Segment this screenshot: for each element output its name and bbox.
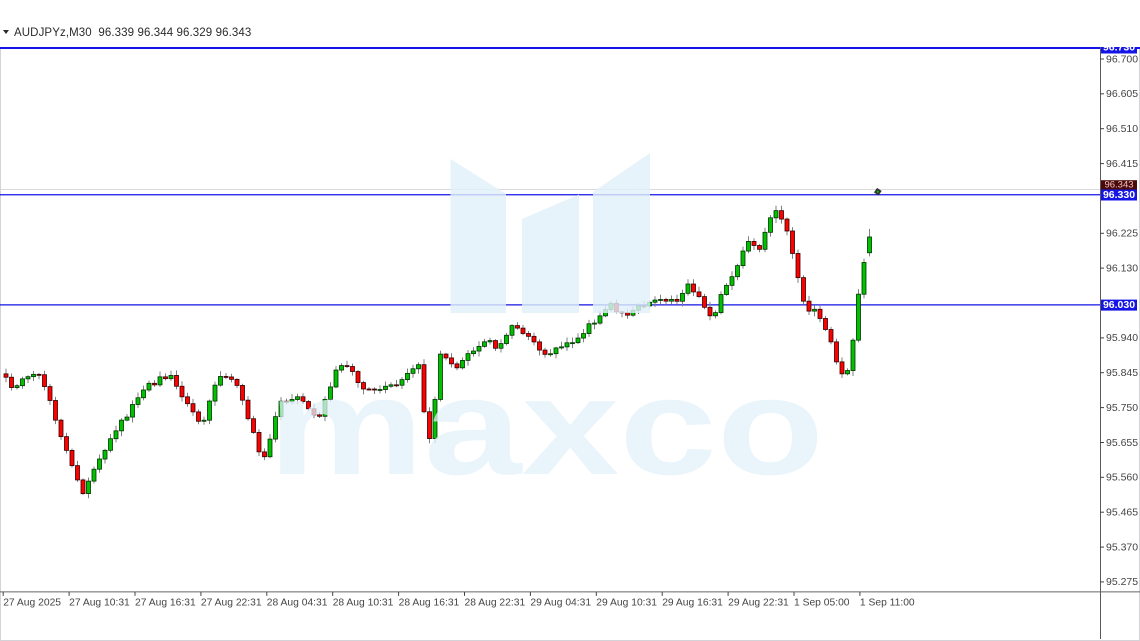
svg-text:28 Aug 22:31: 28 Aug 22:31 bbox=[465, 598, 526, 609]
svg-text:95.750: 95.750 bbox=[1106, 402, 1138, 414]
svg-text:96.415: 96.415 bbox=[1106, 158, 1138, 170]
svg-text:95.655: 95.655 bbox=[1106, 437, 1138, 449]
svg-text:96.510: 96.510 bbox=[1106, 123, 1138, 135]
svg-text:28 Aug 16:31: 28 Aug 16:31 bbox=[399, 598, 460, 609]
svg-text:96.130: 96.130 bbox=[1106, 262, 1138, 274]
svg-text:maxco: maxco bbox=[268, 350, 824, 504]
svg-text:95.370: 95.370 bbox=[1106, 541, 1138, 553]
svg-text:96.700: 96.700 bbox=[1106, 53, 1138, 65]
svg-text:95.845: 95.845 bbox=[1106, 367, 1138, 379]
svg-text:96.730: 96.730 bbox=[1103, 47, 1135, 54]
svg-text:95.275: 95.275 bbox=[1106, 576, 1138, 588]
svg-text:27 Aug 10:31: 27 Aug 10:31 bbox=[69, 598, 130, 609]
svg-text:1 Sep 11:00: 1 Sep 11:00 bbox=[860, 598, 915, 609]
svg-text:1 Sep 05:00: 1 Sep 05:00 bbox=[794, 598, 850, 609]
svg-text:27 Aug 16:31: 27 Aug 16:31 bbox=[135, 598, 196, 609]
svg-text:96.225: 96.225 bbox=[1106, 228, 1138, 240]
svg-text:95.560: 95.560 bbox=[1106, 472, 1138, 484]
svg-text:29 Aug 04:31: 29 Aug 04:31 bbox=[530, 598, 591, 609]
svg-text:96.330: 96.330 bbox=[1103, 189, 1135, 201]
svg-text:27 Aug 22:31: 27 Aug 22:31 bbox=[201, 598, 262, 609]
svg-text:27 Aug 2025: 27 Aug 2025 bbox=[3, 598, 61, 609]
svg-text:29 Aug 22:31: 29 Aug 22:31 bbox=[728, 598, 789, 609]
svg-text:96.030: 96.030 bbox=[1103, 299, 1135, 311]
svg-text:95.940: 95.940 bbox=[1106, 332, 1138, 344]
svg-text:95.465: 95.465 bbox=[1106, 507, 1138, 519]
svg-text:29 Aug 10:31: 29 Aug 10:31 bbox=[596, 598, 657, 609]
svg-text:28 Aug 10:31: 28 Aug 10:31 bbox=[333, 598, 394, 609]
svg-text:29 Aug 16:31: 29 Aug 16:31 bbox=[662, 598, 723, 609]
svg-text:28 Aug 04:31: 28 Aug 04:31 bbox=[267, 598, 328, 609]
svg-text:96.605: 96.605 bbox=[1106, 88, 1138, 100]
